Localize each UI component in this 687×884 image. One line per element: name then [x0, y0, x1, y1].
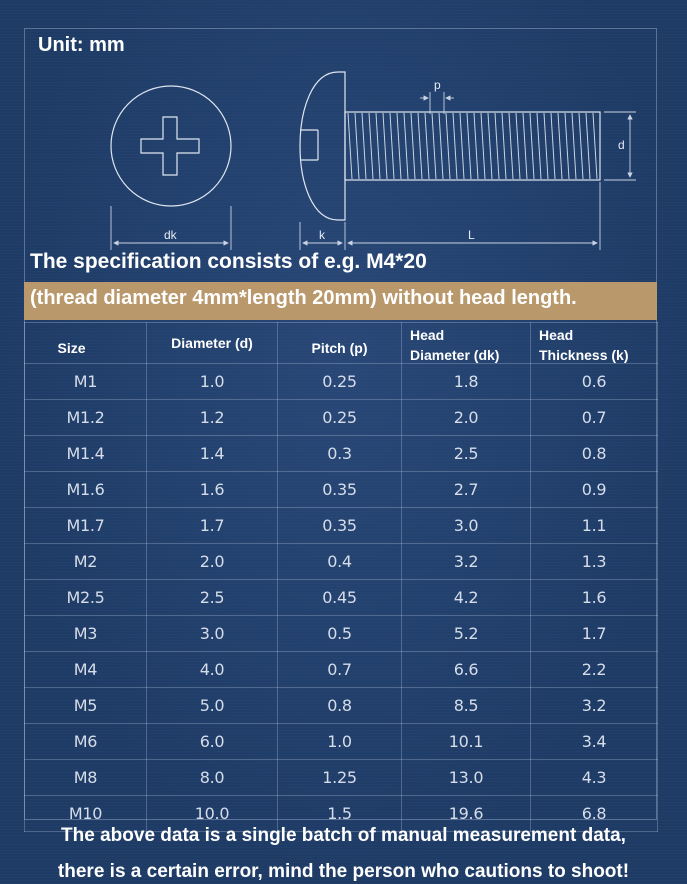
- cell-diameter: 1.0: [146, 363, 278, 400]
- table-row: M1.6 1.6 0.35 2.7 0.9: [24, 471, 658, 508]
- label-k: k: [319, 228, 326, 242]
- screw-diagram: dk k L p d: [110, 71, 636, 250]
- cell-size: M1.6: [24, 471, 147, 508]
- label-p: p: [434, 78, 441, 92]
- cell-pitch: 0.4: [277, 543, 402, 580]
- cell-size: M3: [24, 615, 147, 652]
- table-row: M2.5 2.5 0.45 4.2 1.6: [24, 579, 658, 616]
- table-row: M5 5.0 0.8 8.5 3.2: [24, 687, 658, 724]
- table-row: M1.2 1.2 0.25 2.0 0.7: [24, 399, 658, 436]
- cell-head-diameter: 10.1: [401, 723, 531, 760]
- spec-example: The specification consists of e.g. M4*20: [30, 250, 427, 273]
- header-diameter: Diameter (d): [146, 322, 278, 364]
- cell-diameter: 3.0: [146, 615, 278, 652]
- header-head-thickness: Head Thickness (k): [530, 322, 658, 364]
- footer-note-line2: there is a certain error, mind the perso…: [57, 861, 630, 882]
- cell-diameter: 1.6: [146, 471, 278, 508]
- header-pitch: Pitch (p): [277, 322, 402, 364]
- cell-head-thickness: 0.8: [530, 435, 658, 472]
- cell-head-thickness: 3.2: [530, 687, 658, 724]
- cell-pitch: 0.35: [277, 471, 402, 508]
- table-row: M10 10.0 1.5 19.6 6.8: [24, 795, 658, 832]
- cell-head-thickness: 1.3: [530, 543, 658, 580]
- cell-size: M8: [24, 759, 147, 796]
- table-row: M4 4.0 0.7 6.6 2.2: [24, 651, 658, 688]
- cell-diameter: 8.0: [146, 759, 278, 796]
- header-size: Size: [24, 322, 147, 364]
- cell-head-diameter: 6.6: [401, 651, 531, 688]
- cell-size: M6: [24, 723, 147, 760]
- cell-diameter: 2.0: [146, 543, 278, 580]
- cell-head-diameter: 13.0: [401, 759, 531, 796]
- cell-size: M10: [24, 795, 147, 832]
- table-row: M6 6.0 1.0 10.1 3.4: [24, 723, 658, 760]
- cell-head-diameter: 4.2: [401, 579, 531, 616]
- cell-pitch: 1.0: [277, 723, 402, 760]
- cell-head-diameter: 2.0: [401, 399, 531, 436]
- cell-pitch: 1.25: [277, 759, 402, 796]
- cell-diameter: 1.2: [146, 399, 278, 436]
- cell-diameter: 4.0: [146, 651, 278, 688]
- spec-explanation: (thread diameter 4mm*length 20mm) withou…: [30, 287, 577, 309]
- cell-pitch: 0.45: [277, 579, 402, 616]
- cell-head-thickness: 0.6: [530, 363, 658, 400]
- table-row: M8 8.0 1.25 13.0 4.3: [24, 759, 658, 796]
- unit-label: Unit: mm: [38, 34, 125, 56]
- cell-pitch: 0.5: [277, 615, 402, 652]
- cell-head-thickness: 1.7: [530, 615, 658, 652]
- cell-diameter: 5.0: [146, 687, 278, 724]
- label-L: L: [468, 228, 475, 242]
- cell-pitch: 0.7: [277, 651, 402, 688]
- cell-head-thickness: 0.9: [530, 471, 658, 508]
- header-head-diameter: Head Diameter (dk): [401, 322, 531, 364]
- thread-lines: [347, 112, 598, 180]
- table-row: M1 1.0 0.25 1.8 0.6: [24, 363, 658, 400]
- cell-pitch: 0.25: [277, 363, 402, 400]
- cell-head-thickness: 1.1: [530, 507, 658, 544]
- cell-size: M2.5: [24, 579, 147, 616]
- cell-head-thickness: 1.6: [530, 579, 658, 616]
- cell-head-diameter: 2.5: [401, 435, 531, 472]
- cell-head-thickness: 3.4: [530, 723, 658, 760]
- cell-diameter: 1.7: [146, 507, 278, 544]
- cell-size: M1.7: [24, 507, 147, 544]
- cell-size: M1.4: [24, 435, 147, 472]
- screw-side-view: [299, 71, 601, 221]
- label-dk: dk: [164, 228, 178, 242]
- cell-size: M5: [24, 687, 147, 724]
- size-spec-table: Size Diameter (d) Pitch (p) Head Diamete…: [24, 322, 658, 832]
- cell-head-diameter: 2.7: [401, 471, 531, 508]
- cell-head-diameter: 8.5: [401, 687, 531, 724]
- table-header-row: Size Diameter (d) Pitch (p) Head Diamete…: [24, 322, 658, 364]
- cell-head-thickness: 6.8: [530, 795, 658, 832]
- cell-head-diameter: 19.6: [401, 795, 531, 832]
- cell-head-diameter: 5.2: [401, 615, 531, 652]
- cell-size: M2: [24, 543, 147, 580]
- cell-head-diameter: 3.2: [401, 543, 531, 580]
- cell-pitch: 0.25: [277, 399, 402, 436]
- cell-head-diameter: 3.0: [401, 507, 531, 544]
- head-top-view: [110, 85, 232, 207]
- cell-size: M1: [24, 363, 147, 400]
- table-row: M2 2.0 0.4 3.2 1.3: [24, 543, 658, 580]
- cell-head-thickness: 4.3: [530, 759, 658, 796]
- cell-pitch: 0.3: [277, 435, 402, 472]
- cell-diameter: 1.4: [146, 435, 278, 472]
- cell-pitch: 0.35: [277, 507, 402, 544]
- cell-size: M4: [24, 651, 147, 688]
- cell-head-thickness: 2.2: [530, 651, 658, 688]
- table-row: M1.7 1.7 0.35 3.0 1.1: [24, 507, 658, 544]
- cell-head-thickness: 0.7: [530, 399, 658, 436]
- cell-diameter: 2.5: [146, 579, 278, 616]
- table-row: M3 3.0 0.5 5.2 1.7: [24, 615, 658, 652]
- cell-size: M1.2: [24, 399, 147, 436]
- cell-diameter: 10.0: [146, 795, 278, 832]
- cell-head-diameter: 1.8: [401, 363, 531, 400]
- label-d: d: [618, 138, 625, 152]
- table-row: M1.4 1.4 0.3 2.5 0.8: [24, 435, 658, 472]
- cell-diameter: 6.0: [146, 723, 278, 760]
- cell-pitch: 0.8: [277, 687, 402, 724]
- spec-highlight-band: [24, 282, 657, 320]
- footer-note-line1: The above data is a single batch of manu…: [61, 825, 626, 846]
